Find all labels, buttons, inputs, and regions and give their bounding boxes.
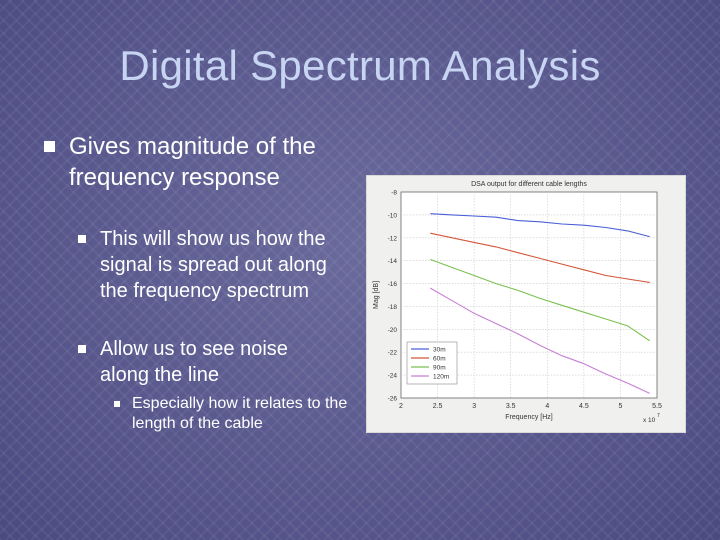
x-tick-label: 4.5	[579, 403, 589, 410]
series-line-90m	[430, 258, 651, 342]
bullet-text: Gives magnitude of the frequency respons…	[69, 133, 316, 191]
legend-box	[406, 341, 458, 385]
y-tick-label: -10	[388, 212, 398, 219]
x-axis-label: Frequency [Hz]	[505, 414, 553, 421]
x-tick-label: 2.5	[433, 403, 443, 410]
x-tick-label: 5	[618, 403, 622, 410]
y-tick-label: -26	[388, 396, 398, 403]
chart-title: DSA output for different cable lengths	[471, 181, 587, 188]
square-bullet-icon	[78, 345, 86, 353]
bullet-level2: This will show us how the signal is spre…	[78, 226, 338, 304]
bullet-level3: Especially how it relates to the length …	[114, 394, 354, 434]
square-bullet-icon	[78, 235, 86, 243]
x-tick-label: 5.5	[652, 403, 662, 410]
slide-title: Digital Spectrum Analysis	[119, 42, 601, 89]
square-bullet-icon	[44, 141, 55, 152]
legend-label: 120m	[433, 374, 449, 381]
tick-labels: 2 2.5 3 3.5 4 4.5 5 5.5 -8 -10 -12 -14 -16 -18 -20 -22 -…	[388, 190, 662, 411]
y-tick-label: -16	[388, 281, 398, 288]
legend-label: 90m	[433, 365, 446, 372]
x-tick-label: 2	[399, 403, 403, 410]
series-line-120m	[430, 287, 650, 394]
bullet-level2: Allow us to see noise along the line	[78, 336, 338, 388]
y-tick-label: -8	[391, 190, 397, 197]
y-tick-label: -18	[388, 304, 398, 311]
bullet-text: This will show us how the signal is spre…	[100, 228, 327, 302]
bullet-text: Especially how it relates to the length …	[132, 395, 348, 432]
y-tick-label: -12	[388, 235, 398, 242]
bullet-level1: Gives magnitude of the frequency respons…	[44, 131, 344, 193]
y-tick-label: -20	[388, 327, 398, 334]
x-tick-label: 3.5	[506, 403, 516, 410]
square-bullet-icon	[114, 401, 120, 407]
legend-label: 60m	[433, 356, 446, 363]
legend: 30m 60m 90m 120m	[406, 341, 458, 385]
y-tick-label: -24	[388, 373, 398, 380]
y-axis-label: Mag [dB]	[373, 281, 380, 309]
x-multiplier-label: x 10	[643, 417, 656, 424]
spectrum-chart: 2 2.5 3 3.5 4 4.5 5 5.5 -8 -10 -12 -14 -16 -18 -20 -22 -…	[373, 181, 662, 424]
y-tick-label: -22	[388, 350, 398, 357]
series-lines	[430, 213, 651, 394]
x-tick-label: 3	[472, 403, 476, 410]
series-line-30m	[430, 213, 650, 238]
x-tick-label: 4	[545, 403, 549, 410]
bullet-text: Allow us to see noise along the line	[100, 338, 288, 386]
chart-image: 2 2.5 3 3.5 4 4.5 5 5.5 -8 -10 -12 -14 -16 -18 -20 -22 -…	[366, 175, 686, 433]
y-tick-label: -14	[388, 258, 398, 265]
x-multiplier-exponent: 7	[657, 413, 660, 419]
series-line-60m	[430, 232, 650, 283]
legend-label: 30m	[433, 347, 446, 354]
